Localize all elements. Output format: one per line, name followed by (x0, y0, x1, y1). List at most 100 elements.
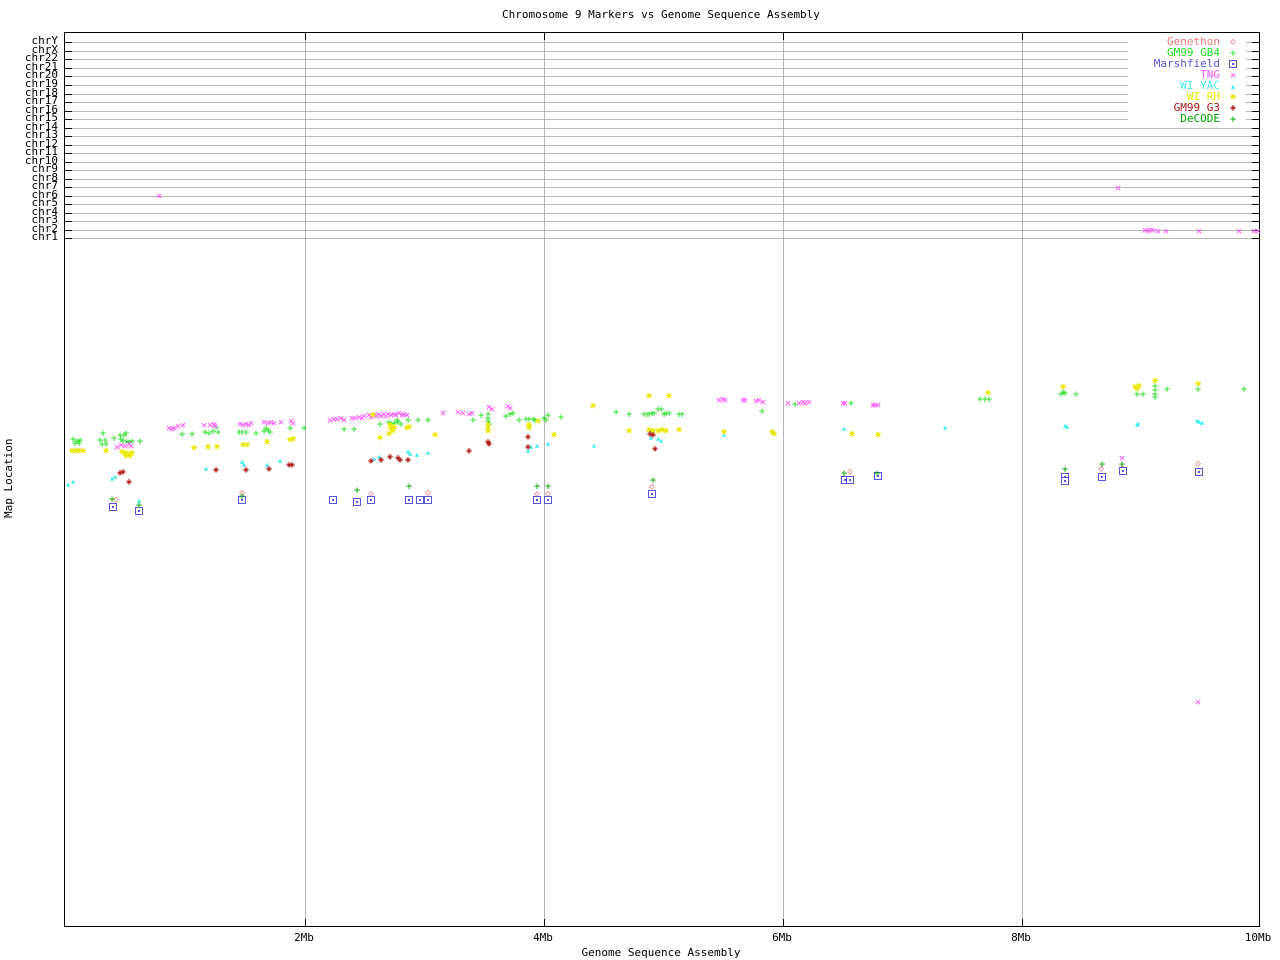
marker-gm99-gb4: + (128, 434, 136, 448)
gridline-chr13 (65, 136, 1259, 137)
marker-marshfield (367, 496, 375, 504)
marker-gm99-gb4: + (1061, 386, 1069, 400)
marker-gm99-g3: ◈ (484, 436, 492, 448)
marker-gm99-g3: ◈ (285, 459, 293, 471)
marker-tng: × (333, 412, 341, 426)
gridline-chr21 (65, 68, 1259, 69)
marker-wi-yac: ▴ (654, 431, 662, 445)
marker-gm99-gb4: + (1151, 383, 1159, 397)
left-tick-chr20 (65, 76, 72, 77)
gridline-chr18 (65, 94, 1259, 95)
marker-marshfield (238, 496, 246, 504)
marker-tng: × (1154, 224, 1162, 238)
marker-tng: × (400, 407, 408, 421)
marker-gm99-gb4: + (645, 407, 653, 421)
marker-gm99-gb4: + (1139, 387, 1147, 401)
marker-tng: × (439, 406, 447, 420)
marker-wi-yac: ▴ (1063, 419, 1071, 433)
marker-gm99-g3: ◈ (125, 476, 133, 488)
marker-decode: + (1098, 457, 1106, 471)
marker-gm99-gb4: + (101, 433, 109, 447)
right-tick-chr18 (1252, 94, 1259, 95)
x-tick-label-2Mb: 2Mb (294, 931, 314, 944)
marker-tng: × (384, 407, 392, 421)
marker-tng: × (1114, 181, 1122, 195)
marker-wi-rh (212, 441, 223, 452)
marker-gm99-gb4: + (209, 424, 217, 438)
marker-gm99-gb4: + (678, 407, 686, 421)
legend-marker-cell-gm99-gb4: + (1220, 47, 1246, 58)
marker-tng: × (795, 396, 803, 410)
y-tick-label-chr15: chr15 (24, 111, 58, 124)
marker-tng: × (360, 409, 368, 423)
gridline-4Mb (544, 33, 545, 926)
y-tick-label-chr4: chr4 (31, 205, 59, 218)
marker-wi-yac: ▴ (406, 446, 414, 460)
left-tick-chr1 (65, 238, 72, 239)
marker-wi-rh (101, 445, 112, 456)
marker-tng: × (289, 416, 297, 430)
marker-marshfield (846, 476, 854, 484)
marker-gm99-gb4: + (201, 425, 209, 439)
legend-label-genethon: Genethon (1167, 35, 1220, 48)
marker-gm99-gb4: + (120, 428, 128, 442)
legend-label-tng: TNG (1200, 68, 1220, 81)
marker-genethon: ◇ (544, 488, 552, 500)
marker-marshfield (1119, 467, 1127, 475)
marker-tng: × (403, 408, 411, 422)
marker-gm99-gb4: + (125, 435, 133, 449)
gridline-6Mb (783, 33, 784, 926)
marker-gm99-gb4: + (266, 425, 274, 439)
marker-wi-yac: ▴ (527, 439, 535, 453)
gridline-chr17 (65, 102, 1259, 103)
legend-item-genethon: Genethon ◇ (1128, 36, 1246, 47)
marker-tng: × (267, 415, 275, 429)
marker-tng: × (752, 394, 760, 408)
marker-wi-yac: ▴ (840, 421, 848, 435)
marker-gm99-gb4: + (648, 406, 656, 420)
left-tick-chr4 (65, 213, 72, 214)
marker-tng: × (784, 396, 792, 410)
left-tick-chr15 (65, 119, 72, 120)
marker-tng: × (488, 402, 496, 416)
left-tick-chr14 (65, 128, 72, 129)
marker-tng: × (326, 413, 334, 427)
marker-wi-rh (1193, 378, 1204, 389)
marker-tng: × (351, 411, 359, 425)
gridline-chr6 (65, 196, 1259, 197)
legend-item-wi-rh: WI RH (1128, 91, 1246, 102)
marker-wi-yac: ▴ (1134, 416, 1142, 430)
marker-tng: × (174, 419, 182, 433)
marker-wi-rh (78, 445, 89, 456)
x-axis-label: Genome Sequence Assembly (581, 946, 741, 959)
y-tick-label-chr1: chr1 (31, 230, 59, 243)
legend-label-marshfield: Marshfield (1153, 57, 1220, 70)
marker-gm99-gb4: + (212, 420, 220, 434)
gridline-chr5 (65, 204, 1259, 205)
marker-wi-yac: ▴ (111, 469, 119, 483)
gridline-chr8 (65, 179, 1259, 180)
marker-genethon: ◇ (1194, 458, 1202, 470)
legend-marker-cell-wi-yac: ▴ (1220, 80, 1246, 91)
marker-wi-yac: ▴ (240, 457, 248, 471)
marker-gm99-g3: ◈ (524, 441, 532, 453)
marker-gm99-gb4: + (1057, 387, 1065, 401)
bottom-tick-2Mb (305, 919, 306, 926)
legend-label-wi-rh: WI RH (1186, 90, 1220, 103)
marker-tng: × (801, 396, 809, 410)
y-tick-label-chr14: chr14 (24, 120, 58, 133)
marker-decode: + (533, 479, 541, 493)
marker-gm99-gb4: + (205, 426, 213, 440)
left-tick-chrX (65, 51, 72, 52)
diamond-open-icon: ◇ (1229, 36, 1237, 47)
marker-tng: × (805, 395, 813, 409)
right-tick-chr7 (1252, 187, 1259, 188)
right-tick-chr14 (1252, 128, 1259, 129)
marker-gm99-gb4: + (484, 407, 492, 421)
x-tick-label-8Mb: 8Mb (1011, 931, 1031, 944)
y-tick-label-chr7: chr7 (31, 179, 59, 192)
marker-tng: × (211, 419, 219, 433)
marker-tng: × (348, 411, 356, 425)
marker-wi-yac: ▴ (1198, 415, 1206, 429)
